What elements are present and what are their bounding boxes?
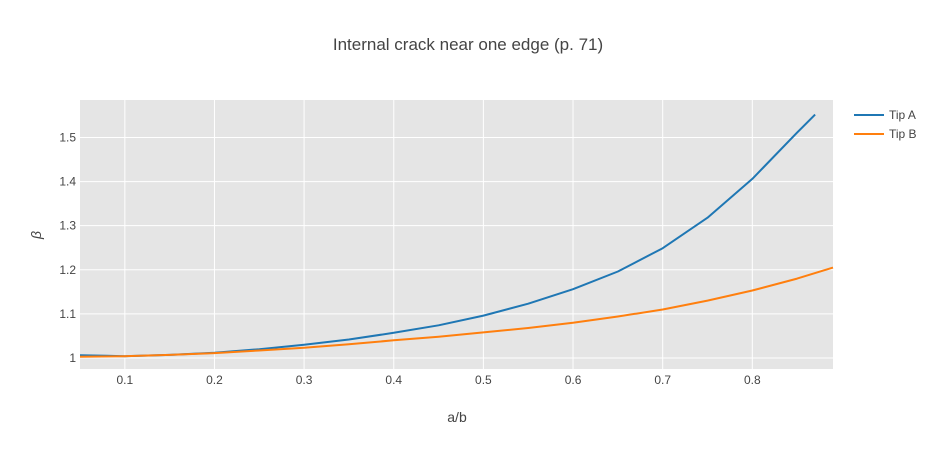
series-line-tip-b xyxy=(79,266,834,358)
x-tick-label: 0.4 xyxy=(385,373,402,387)
x-tick-label: 0.8 xyxy=(744,373,761,387)
y-axis-ticks: 1 1.1 1.2 1.3 1.4 1.5 xyxy=(59,130,76,364)
y-tick-label: 1 xyxy=(69,351,76,365)
x-tick-label: 0.3 xyxy=(296,373,313,387)
chart-title: Internal crack near one edge (p. 71) xyxy=(333,35,603,54)
x-tick-label: 0.1 xyxy=(116,373,133,387)
legend: Tip A Tip B xyxy=(854,108,917,141)
x-axis-ticks: 0.1 0.2 0.3 0.4 0.5 0.6 0.7 0.8 xyxy=(116,373,761,387)
y-tick-label: 1.4 xyxy=(59,175,76,189)
y-tick-label: 1.3 xyxy=(59,219,76,233)
legend-label: Tip B xyxy=(889,127,917,141)
x-tick-label: 0.2 xyxy=(206,373,223,387)
y-axis-title: β xyxy=(28,231,44,240)
legend-label: Tip A xyxy=(889,108,916,122)
y-tick-label: 1.1 xyxy=(59,307,76,321)
plot-area xyxy=(80,100,833,369)
grid-lines xyxy=(80,100,833,369)
x-tick-label: 0.5 xyxy=(475,373,492,387)
y-tick-label: 1.5 xyxy=(59,130,76,144)
x-tick-label: 0.6 xyxy=(565,373,582,387)
x-tick-label: 0.7 xyxy=(654,373,671,387)
x-axis-title: a/b xyxy=(447,409,467,425)
y-tick-label: 1.2 xyxy=(59,263,76,277)
series-lines xyxy=(79,113,834,358)
